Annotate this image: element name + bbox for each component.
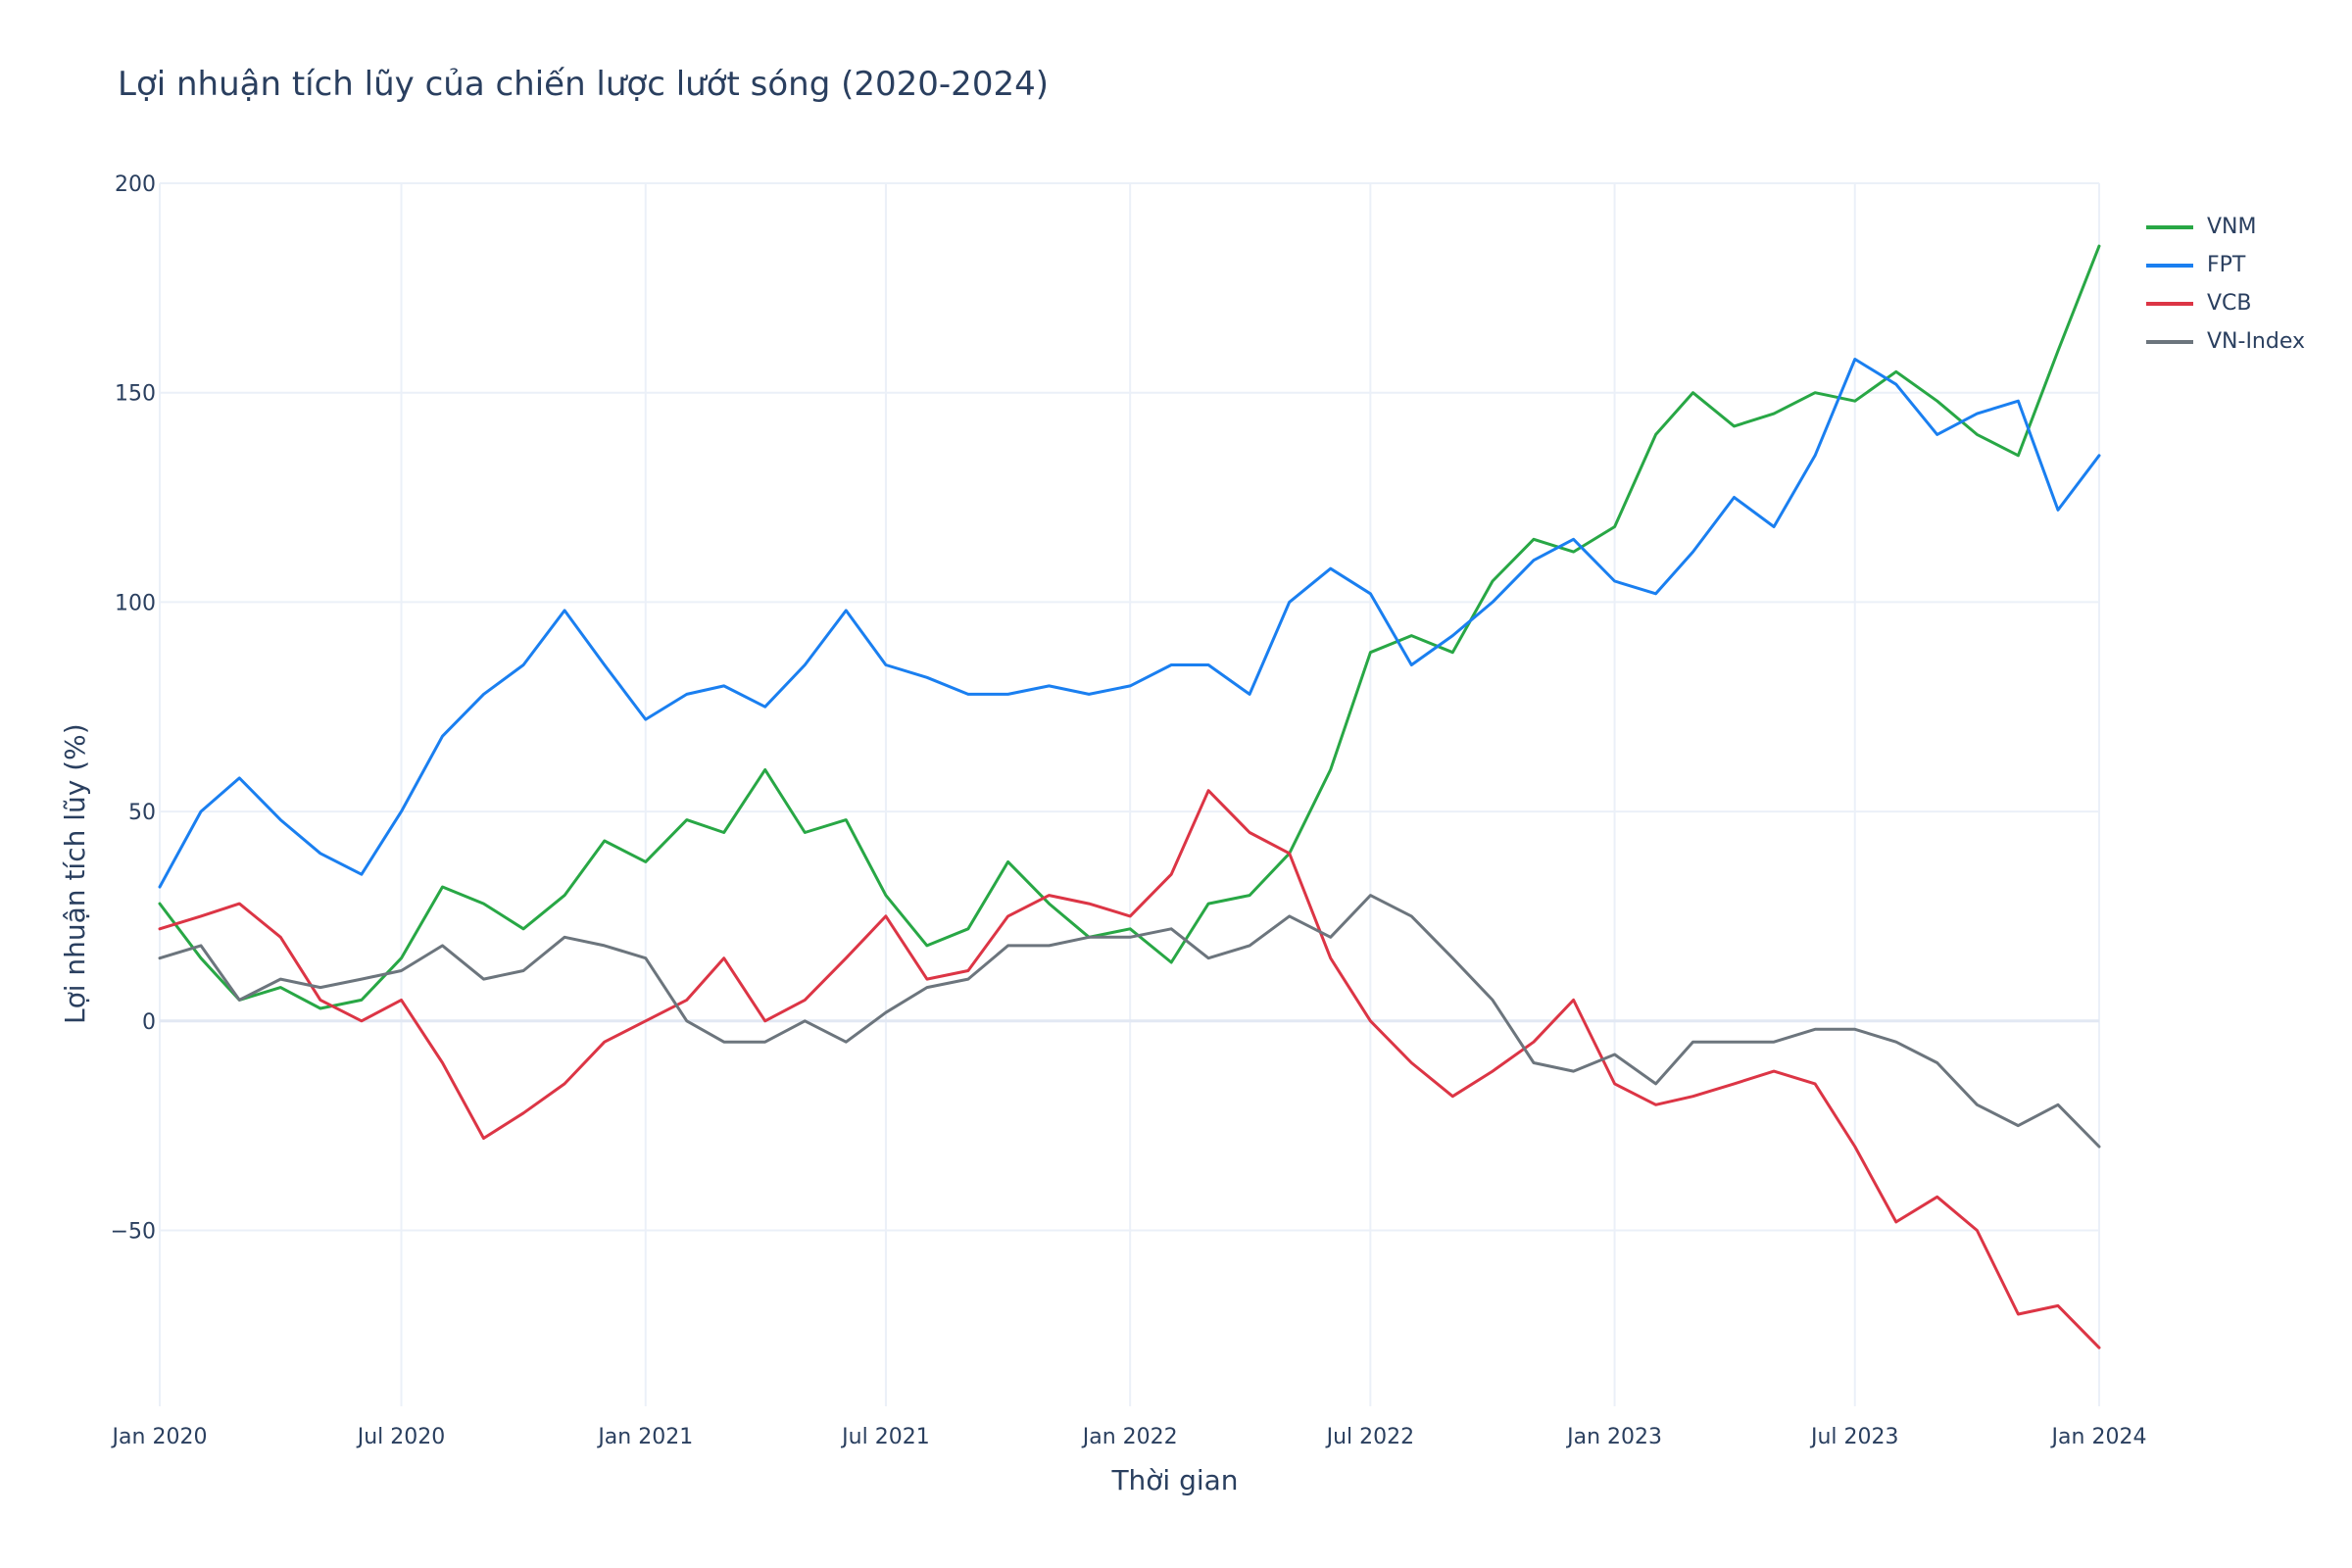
y-tick-label: 150 (115, 382, 156, 407)
series-line-vn-index (158, 894, 2101, 1149)
legend-label: FPT (2207, 253, 2246, 277)
series-lines (158, 244, 2101, 1349)
x-tick-label: Jul 2022 (1325, 1425, 1415, 1449)
series-line-vcb (158, 789, 2101, 1349)
x-tick-label: Jan 2023 (1565, 1425, 1662, 1449)
x-tick-label: Jul 2021 (840, 1425, 930, 1449)
legend-item[interactable]: VNM (2146, 208, 2305, 246)
legend-label: VN-Index (2207, 329, 2306, 354)
x-tick-label: Jan 2022 (1081, 1425, 1178, 1449)
legend-item[interactable]: VCB (2146, 284, 2305, 322)
y-tick-label: −50 (111, 1219, 156, 1244)
grid-lines (159, 182, 2100, 1406)
legend-label: VNM (2207, 215, 2257, 239)
x-axis-ticks: Jan 2020 Jul 2020 Jan 2021 Jul 2021 Jan 2022… (111, 1425, 2147, 1449)
series-line-fpt (158, 358, 2101, 889)
y-tick-label: 50 (128, 801, 156, 825)
y-tick-label: 100 (115, 591, 156, 615)
y-axis-ticks: −50 0 50 100 150 200 (111, 172, 156, 1244)
y-tick-label: 0 (142, 1010, 156, 1035)
legend-swatch (2146, 301, 2193, 306)
y-axis-title: Lợi nhuận tích lũy (%) (59, 723, 91, 1024)
x-axis-title: Thời gian (1111, 1464, 1239, 1496)
legend-swatch (2146, 339, 2193, 344)
legend-label: VCB (2207, 291, 2252, 316)
x-tick-label: Jan 2020 (111, 1425, 208, 1449)
chart-title: Lợi nhuận tích lũy của chiến lược lướt s… (118, 65, 1049, 104)
x-tick-label: Jan 2024 (2050, 1425, 2147, 1449)
legend-item[interactable]: FPT (2146, 246, 2305, 284)
y-tick-label: 200 (115, 172, 156, 197)
x-tick-label: Jul 2020 (356, 1425, 446, 1449)
x-tick-label: Jan 2021 (596, 1425, 693, 1449)
legend: VNM FPT VCB VN-Index (2146, 208, 2305, 361)
legend-swatch (2146, 263, 2193, 268)
series-line-vnm (158, 244, 2101, 1010)
legend-item[interactable]: VN-Index (2146, 322, 2305, 361)
legend-swatch (2146, 224, 2193, 229)
x-tick-label: Jul 2023 (1809, 1425, 1899, 1449)
